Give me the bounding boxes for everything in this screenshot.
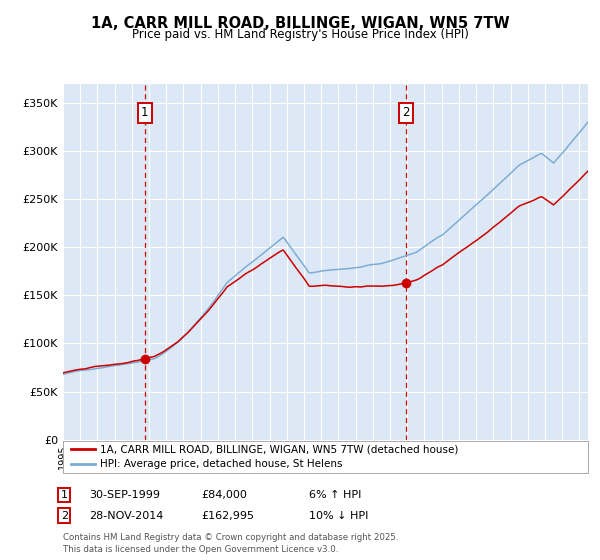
Text: 2: 2 [61,511,68,521]
Text: 28-NOV-2014: 28-NOV-2014 [89,511,163,521]
Text: 1: 1 [61,490,68,500]
Text: 1A, CARR MILL ROAD, BILLINGE, WIGAN, WN5 7TW: 1A, CARR MILL ROAD, BILLINGE, WIGAN, WN5… [91,16,509,31]
Text: Contains HM Land Registry data © Crown copyright and database right 2025.
This d: Contains HM Land Registry data © Crown c… [63,533,398,554]
Text: 2: 2 [402,106,410,119]
Text: 10% ↓ HPI: 10% ↓ HPI [309,511,368,521]
Text: £162,995: £162,995 [201,511,254,521]
Text: HPI: Average price, detached house, St Helens: HPI: Average price, detached house, St H… [100,459,342,469]
Text: £84,000: £84,000 [201,490,247,500]
Text: 30-SEP-1999: 30-SEP-1999 [89,490,160,500]
Text: 1: 1 [141,106,149,119]
Text: Price paid vs. HM Land Registry's House Price Index (HPI): Price paid vs. HM Land Registry's House … [131,28,469,41]
Text: 6% ↑ HPI: 6% ↑ HPI [309,490,361,500]
Text: 1A, CARR MILL ROAD, BILLINGE, WIGAN, WN5 7TW (detached house): 1A, CARR MILL ROAD, BILLINGE, WIGAN, WN5… [100,445,458,455]
